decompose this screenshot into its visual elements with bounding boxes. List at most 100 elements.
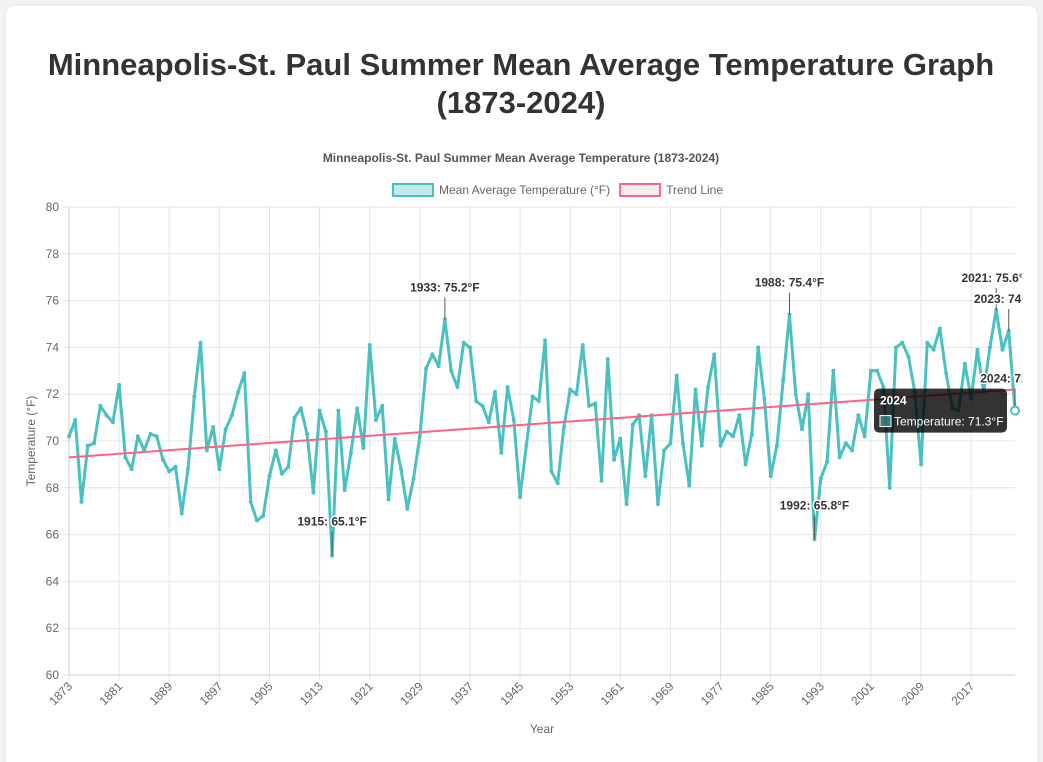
data-point	[179, 511, 184, 516]
data-point	[474, 399, 479, 404]
data-point	[148, 431, 153, 436]
data-point	[405, 506, 410, 511]
data-point	[655, 502, 660, 507]
data-point	[392, 436, 397, 441]
data-point	[467, 345, 472, 350]
x-axis-title: Year	[530, 722, 554, 736]
data-point	[543, 338, 548, 343]
annotation-label: 1915: 65.1°F	[297, 515, 367, 529]
annotation-label: 2021: 75.6°F	[961, 271, 1031, 285]
data-point	[386, 497, 391, 502]
data-point	[1000, 347, 1005, 352]
y-axis-title: Temperature (°F)	[24, 396, 38, 487]
data-point	[706, 385, 711, 390]
data-point	[643, 474, 648, 479]
data-point	[160, 457, 165, 462]
data-point	[774, 443, 779, 448]
data-point	[662, 448, 667, 453]
data-point	[173, 464, 178, 469]
data-point	[430, 352, 435, 357]
data-point	[624, 502, 629, 507]
data-point	[724, 429, 729, 434]
y-tick-label: 78	[46, 247, 60, 261]
data-point	[756, 345, 761, 350]
data-point	[292, 415, 297, 420]
data-point	[668, 441, 673, 446]
data-point	[612, 457, 617, 462]
data-point	[424, 366, 429, 371]
data-point	[261, 513, 266, 518]
card	[4, 4, 1039, 762]
y-tick-label: 70	[46, 434, 60, 448]
data-point	[862, 434, 867, 439]
annotations: 1915: 65.1°F 1933: 75.2°F 1988: 75.4°F 1992…	[296, 269, 1031, 556]
data-point	[831, 368, 836, 373]
data-point	[135, 434, 140, 439]
data-point	[712, 352, 717, 357]
data-point	[323, 429, 328, 434]
data-point	[881, 385, 886, 390]
data-point	[505, 385, 510, 390]
data-point	[693, 387, 698, 392]
data-point	[593, 401, 598, 406]
data-point	[123, 455, 128, 460]
data-point	[480, 403, 485, 408]
data-point	[373, 417, 378, 422]
data-point	[286, 464, 291, 469]
y-tick-label: 60	[46, 668, 60, 682]
data-point	[461, 340, 466, 345]
data-point	[317, 408, 322, 413]
legend-label: Mean Average Temperature (°F)	[439, 183, 610, 197]
legend-swatch	[619, 183, 662, 197]
data-point	[731, 434, 736, 439]
data-point	[806, 392, 811, 397]
data-point	[931, 347, 936, 352]
page-title-line: (1873-2024)	[437, 85, 606, 120]
data-point	[962, 361, 967, 366]
data-point	[687, 483, 692, 488]
data-point	[242, 371, 247, 376]
data-point	[98, 403, 103, 408]
data-point	[361, 446, 366, 451]
legend-label: Trend Line	[666, 183, 723, 197]
data-point	[280, 471, 285, 476]
data-point	[868, 368, 873, 373]
data-point	[837, 455, 842, 460]
data-point	[799, 427, 804, 432]
data-point	[336, 408, 341, 413]
tooltip-box	[874, 388, 1007, 433]
data-point	[229, 413, 234, 418]
data-line	[67, 308, 1017, 558]
data-point	[919, 462, 924, 467]
y-tick-label: 76	[46, 294, 60, 308]
data-point	[850, 448, 855, 453]
data-point	[486, 420, 491, 425]
data-point	[186, 467, 191, 472]
data-point	[110, 420, 115, 425]
data-point	[355, 406, 360, 411]
data-point	[117, 382, 122, 387]
data-point	[680, 441, 685, 446]
data-point	[436, 364, 441, 369]
data-point	[524, 443, 529, 448]
tooltip-title: 2024	[880, 394, 907, 408]
data-point	[549, 469, 554, 474]
data-point	[518, 495, 523, 500]
data-point	[411, 476, 416, 481]
data-point	[893, 345, 898, 350]
legend-swatch	[391, 183, 434, 197]
tooltip-swatch	[879, 415, 892, 428]
data-point	[944, 371, 949, 376]
data-point	[367, 343, 372, 348]
data-point	[254, 518, 259, 523]
data-point	[311, 490, 316, 495]
annotation-label: 1933: 75.2°F	[410, 280, 480, 294]
y-tick-label: 80	[46, 200, 60, 214]
data-point	[749, 431, 754, 436]
data-point	[417, 434, 422, 439]
annotation-label: 1988: 75.4°F	[755, 276, 825, 290]
chart-title: Minneapolis-St. Paul Summer Mean Average…	[323, 151, 719, 165]
data-point	[568, 387, 573, 392]
